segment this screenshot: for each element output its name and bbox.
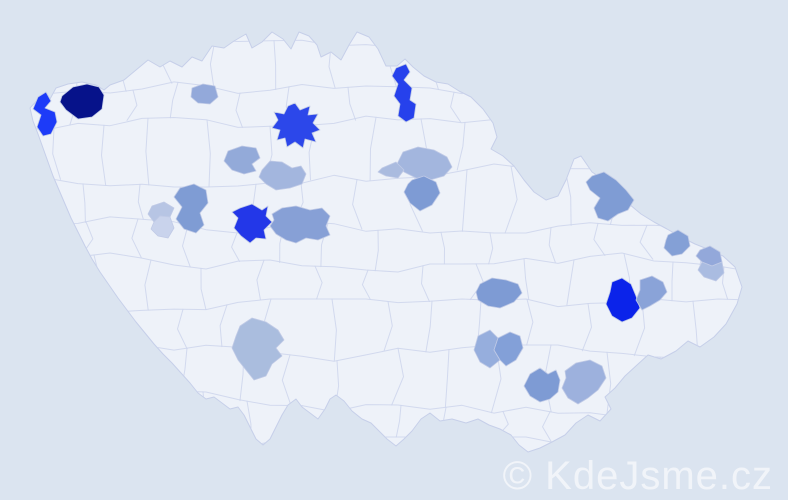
district-d13[interactable] [585,171,635,222]
district-border-line [421,265,430,302]
district-border-line [347,86,357,121]
district-d19b[interactable] [493,331,524,367]
district-border-line [523,258,530,300]
district-d22[interactable] [231,317,285,381]
district-border-line [361,269,371,300]
district-border-line [131,218,142,258]
district-border-line [177,308,188,350]
district-border-line [425,300,433,353]
district-border-line [182,224,191,268]
district-border-line [101,124,107,186]
highlighted-districts [32,63,725,405]
district-border-line [52,127,61,180]
district-d05[interactable] [391,63,417,123]
district-border-line [30,252,742,273]
district-border-line [671,261,674,302]
district-border-line [548,227,556,263]
district-d16[interactable] [605,277,641,323]
district-border-line [374,229,379,272]
district-border-line [450,91,461,123]
district-border-line [200,267,207,310]
district-d03[interactable] [190,83,219,105]
district-border-line [383,301,393,351]
district-border-line [256,259,265,301]
district-border-line [169,81,179,119]
district-d09b[interactable] [150,215,175,239]
district-border-line [469,263,484,301]
district-border-line [144,259,152,311]
district-d02[interactable] [59,83,105,120]
district-border-line [137,183,144,220]
district-border-line [206,119,211,188]
district-border-line [581,303,592,352]
district-d14[interactable] [663,229,691,257]
district-border-line [209,39,216,89]
district-border-line [314,265,323,300]
district-border-line [593,222,606,256]
district-d18[interactable] [475,277,523,309]
district-border-line [145,117,150,186]
district-d12b[interactable] [377,161,405,179]
district-border-line [566,259,575,306]
watermark-text: © KdeJsme.cz [503,454,773,498]
district-d21[interactable] [561,359,607,405]
district-d12c[interactable] [403,175,441,212]
district-border-line [308,124,316,181]
district-d01[interactable] [32,91,58,137]
district-border-line [564,168,572,226]
district-border-line [391,347,404,406]
district-border-line [456,121,466,171]
district-border-line [331,298,337,362]
district-border-line [526,298,534,346]
district-border-line [504,165,518,234]
district-border-line [126,89,138,121]
district-border-line [542,411,552,443]
district-border-line [231,232,240,262]
district-d07[interactable] [258,160,307,191]
district-d15b[interactable] [697,261,725,282]
district-d04[interactable] [271,102,321,149]
district-border-line [444,349,450,408]
district-d10[interactable] [231,203,273,244]
district-border-line [235,92,243,128]
district-d11[interactable] [269,205,331,244]
district-border-line [82,183,86,223]
district-border-line [606,351,612,416]
district-border-line [219,304,228,348]
district-border-line [352,179,363,230]
district-d06[interactable] [223,145,261,175]
district-border-line [488,232,494,265]
district-border-line [328,44,336,89]
district-border-line [395,404,402,438]
district-d08[interactable] [173,183,209,234]
district-border-line [440,231,445,265]
district-d17[interactable] [635,275,668,311]
district-border-line [461,169,468,232]
district-border-line [639,224,654,260]
district-border-line [281,354,292,406]
district-border-line [30,216,742,234]
district-border-line [273,40,277,90]
district-border-line [369,116,377,181]
district-d20[interactable] [523,367,561,403]
